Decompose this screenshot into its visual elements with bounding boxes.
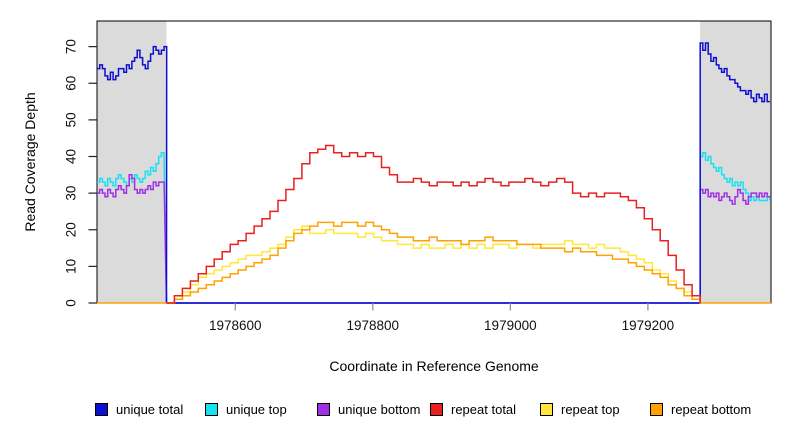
y-tick-label: 50 xyxy=(64,112,79,127)
plot-border xyxy=(96,20,772,304)
y-tick-label: 10 xyxy=(64,259,79,274)
shaded-region xyxy=(700,21,771,303)
y-tick-label: 20 xyxy=(64,222,79,237)
series-unique-total xyxy=(97,42,770,304)
y-tick-label: 60 xyxy=(64,76,79,91)
x-tick-label: 1978800 xyxy=(347,318,400,333)
y-axis-title: Read Coverage Depth xyxy=(22,92,38,232)
x-axis-title: Coordinate in Reference Genome xyxy=(329,358,539,374)
y-tick-label: 30 xyxy=(64,186,79,201)
series-repeat-bottom xyxy=(97,221,771,304)
series-repeat-top xyxy=(166,225,701,304)
x-tick-label: 1978600 xyxy=(209,318,262,333)
y-tick-label: 40 xyxy=(64,149,79,164)
x-tick-label: 1979200 xyxy=(622,318,675,333)
series-repeat-total xyxy=(166,144,701,304)
y-tick-label: 0 xyxy=(64,299,79,307)
y-tick-label: 70 xyxy=(64,39,79,54)
x-tick-label: 1979000 xyxy=(484,318,537,333)
